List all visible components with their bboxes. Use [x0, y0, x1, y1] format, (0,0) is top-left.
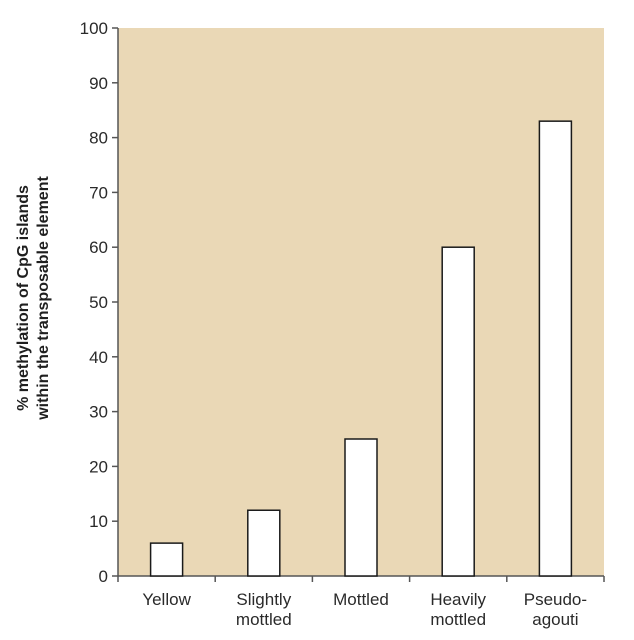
x-category-label: Pseudo-: [524, 590, 587, 609]
y-tick-label: 40: [89, 348, 108, 367]
y-axis-label-line: % methylation of CpG islands: [15, 185, 32, 411]
y-tick-label: 90: [89, 74, 108, 93]
bar-2: [344, 438, 378, 577]
x-category-label: Mottled: [333, 590, 389, 609]
x-category-label: agouti: [532, 610, 578, 629]
y-tick-label: 70: [89, 183, 108, 202]
bar-3: [441, 246, 475, 577]
y-tick-label: 80: [89, 129, 108, 148]
x-category-label: Slightly: [236, 590, 291, 609]
bar-0: [149, 542, 184, 577]
x-category-label: mottled: [236, 610, 292, 629]
y-tick-label: 0: [99, 567, 108, 586]
x-category-label: mottled: [430, 610, 486, 629]
x-category-label: Yellow: [142, 590, 191, 609]
bar-1: [247, 509, 281, 577]
y-tick-label: 20: [89, 457, 108, 476]
y-tick-label: 50: [89, 293, 108, 312]
y-axis-label-line: within the transposable element: [35, 176, 52, 421]
y-tick-label: 10: [89, 512, 108, 531]
y-tick-label: 60: [89, 238, 108, 257]
y-tick-label: 100: [80, 19, 108, 38]
bar-4: [538, 120, 573, 577]
x-category-label: Heavily: [430, 590, 486, 609]
y-tick-label: 30: [89, 403, 108, 422]
